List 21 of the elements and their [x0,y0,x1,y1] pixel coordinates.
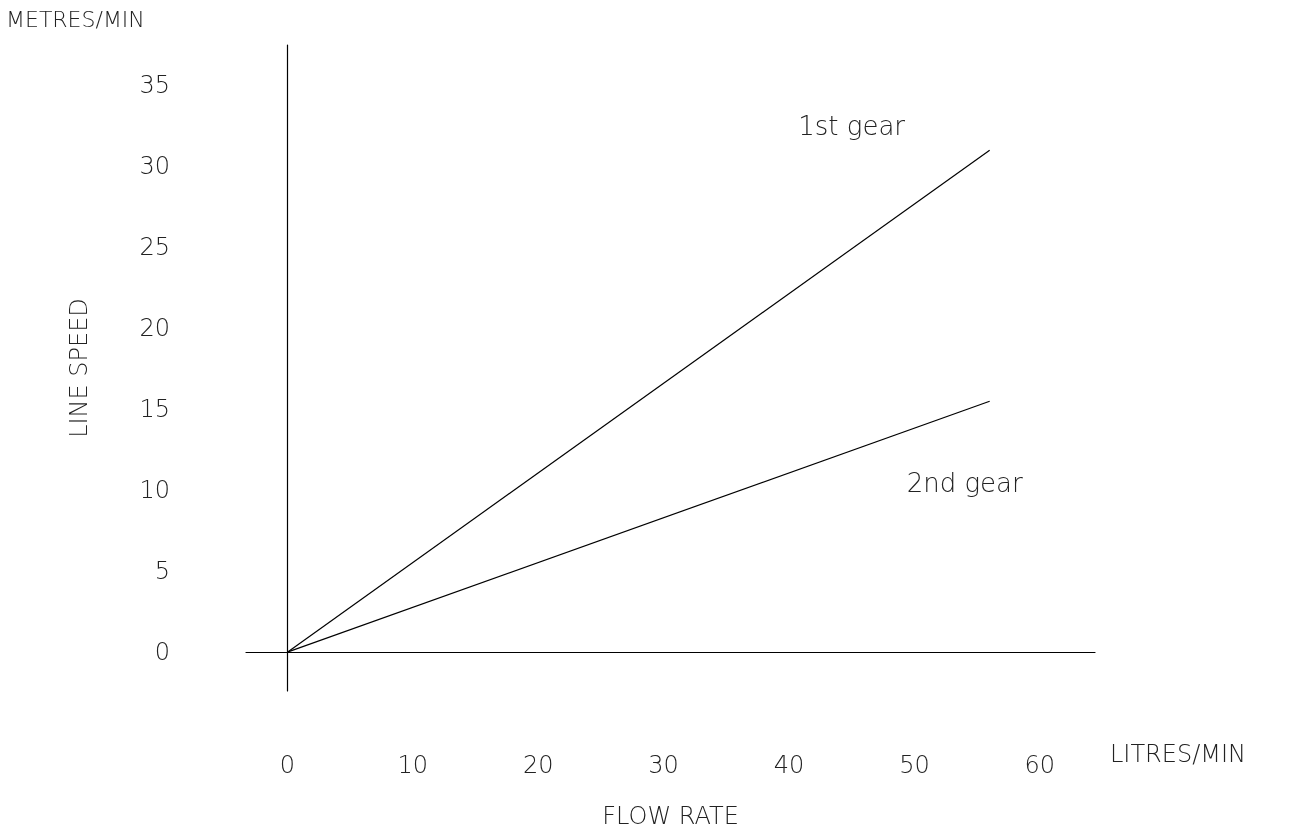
x-tick-label: 40 [773,751,805,779]
x-tick-label: 50 [899,751,930,779]
x-tick-label: 60 [1024,751,1056,779]
y-axis-title: LINE SPEED [65,298,93,438]
x-tick-label: 30 [648,751,679,779]
text: METRES/MIN [6,6,145,32]
y-tick-label: 5 [154,557,170,586]
y-tick-label: 35 [139,71,170,100]
y-tick-label: 0 [154,638,170,667]
x-tick-label: 0 [279,751,296,779]
series-label: 2nd gear [906,468,1023,499]
y-tick-label: 30 [139,152,170,181]
y-tick-label: 25 [139,233,170,262]
x-tick-label: 20 [522,751,554,779]
y-tick-label: 15 [139,395,170,424]
y-tick-label: 20 [139,314,170,343]
x-tick-label: 10 [397,751,429,779]
text: 1st gear [798,111,906,142]
x-axis-title: FLOW RATE [602,802,739,830]
y-tick-label: 10 [139,476,170,505]
text: LITRES/MIN [1110,740,1247,768]
